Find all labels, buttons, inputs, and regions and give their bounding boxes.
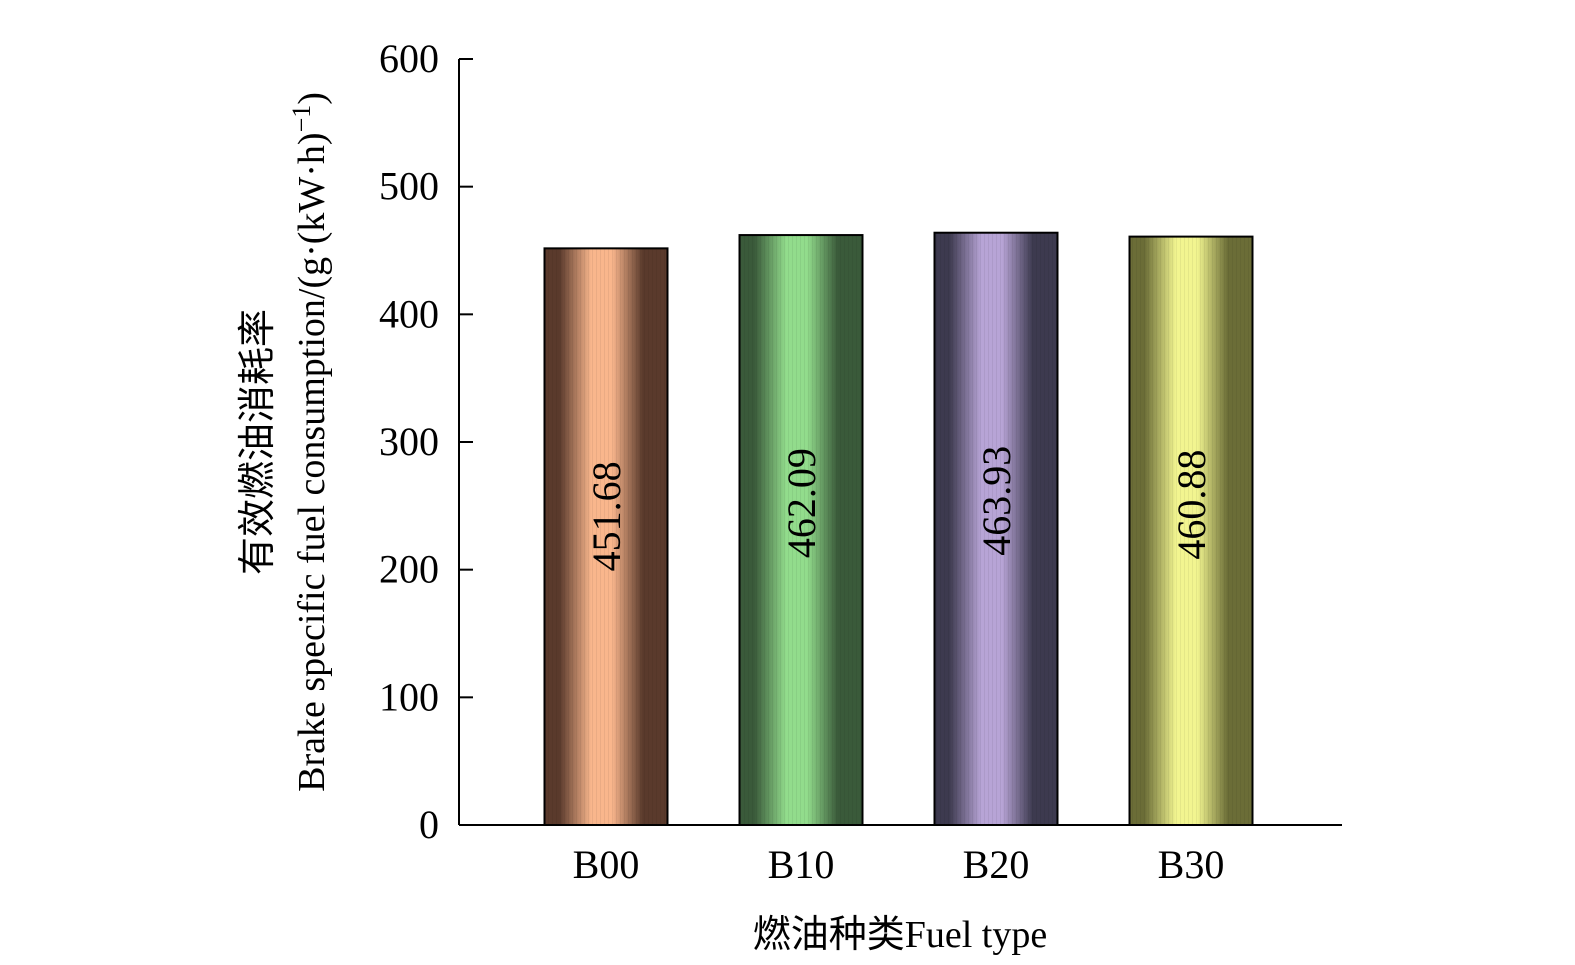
value-label-b30: 460.88 bbox=[1169, 450, 1214, 560]
bars-layer bbox=[543, 231, 1254, 827]
y-tick-label-600: 600 bbox=[379, 36, 439, 81]
y-axis-title-line2: Brake specific fuel consumption/(g·(kW·h… bbox=[287, 92, 334, 792]
y-tick-label-500: 500 bbox=[379, 164, 439, 209]
y-axis-title-line2-sup: −1 bbox=[287, 105, 316, 133]
value-label-b10: 462.09 bbox=[779, 448, 824, 558]
bar-texture-b10 bbox=[740, 236, 862, 825]
x-tick-label-b10: B10 bbox=[768, 842, 835, 887]
x-tick-label-b00: B00 bbox=[573, 842, 640, 887]
y-tick-label-100: 100 bbox=[379, 674, 439, 719]
y-axis-title-line2-main: Brake specific fuel consumption/(g·(kW·h… bbox=[291, 132, 333, 792]
y-tick-label-200: 200 bbox=[379, 547, 439, 592]
value-labels-layer: 451.68 462.09 463.93 460.88 bbox=[584, 446, 1214, 572]
y-axis-title-line2-close: ) bbox=[291, 92, 333, 105]
y-tick-label-300: 300 bbox=[379, 419, 439, 464]
x-tick-label-b30: B30 bbox=[1158, 842, 1225, 887]
bar-texture-b30 bbox=[1130, 237, 1252, 824]
x-tick-label-b20: B20 bbox=[963, 842, 1030, 887]
y-axis-title: 有效燃油消耗率 Brake specific fuel consumption/… bbox=[237, 92, 333, 792]
x-axis-title: 燃油种类Fuel type bbox=[753, 914, 1047, 956]
x-labels-layer: B00 B10 B20 B30 bbox=[573, 842, 1225, 887]
bar-texture-b00 bbox=[545, 249, 667, 824]
value-label-b00: 451.68 bbox=[584, 461, 629, 571]
y-tick-label-0: 0 bbox=[419, 802, 439, 847]
y-axis-title-line1: 有效燃油消耗率 bbox=[237, 309, 279, 575]
y-ticks-layer: 0 100 200 300 400 500 600 bbox=[379, 36, 473, 847]
y-tick-label-400: 400 bbox=[379, 291, 439, 336]
bar-texture-b20 bbox=[935, 233, 1057, 824]
value-label-b20: 463.93 bbox=[974, 446, 1019, 556]
